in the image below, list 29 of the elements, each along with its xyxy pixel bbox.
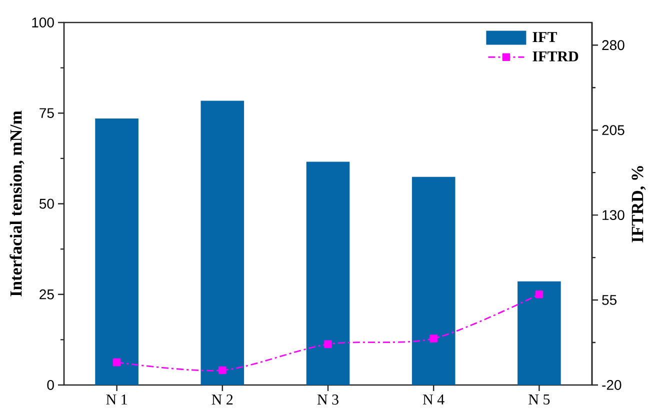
y-axis-title: Interfacial tension, mN/m	[10, 110, 24, 296]
legend-label: IFT	[532, 32, 557, 42]
point	[535, 290, 544, 298]
y-tick-label: 25	[40, 289, 54, 300]
bar	[306, 162, 350, 385]
y-tick-label: 0	[47, 380, 54, 390]
y2-tick-label: 205	[602, 125, 624, 136]
x-tick-label: N 1	[106, 394, 127, 404]
y-tick-label: 100	[32, 18, 54, 28]
y2-axis-title: IFTRD, %	[632, 166, 646, 242]
y-tick-label: 75	[40, 108, 54, 118]
bar	[200, 100, 244, 385]
x-tick-label: N 5	[528, 394, 550, 404]
bar	[518, 281, 561, 385]
legend-label: IFTRD	[532, 51, 578, 62]
point	[112, 358, 121, 366]
x-tick-label: N 3	[317, 394, 338, 405]
y-tick-label: 50	[39, 198, 54, 209]
point	[324, 340, 332, 348]
y2-tick-label: 130	[602, 210, 624, 220]
point	[218, 366, 226, 374]
y2-tick-label: -20	[602, 380, 622, 390]
bar	[95, 118, 138, 385]
y2-tick-label: 55	[602, 295, 617, 305]
point	[430, 334, 438, 342]
y2-tick-label: 280	[602, 40, 624, 50]
x-tick-label: N 2	[212, 394, 233, 404]
x-tick-label: N 4	[422, 394, 444, 404]
bar	[412, 176, 456, 385]
